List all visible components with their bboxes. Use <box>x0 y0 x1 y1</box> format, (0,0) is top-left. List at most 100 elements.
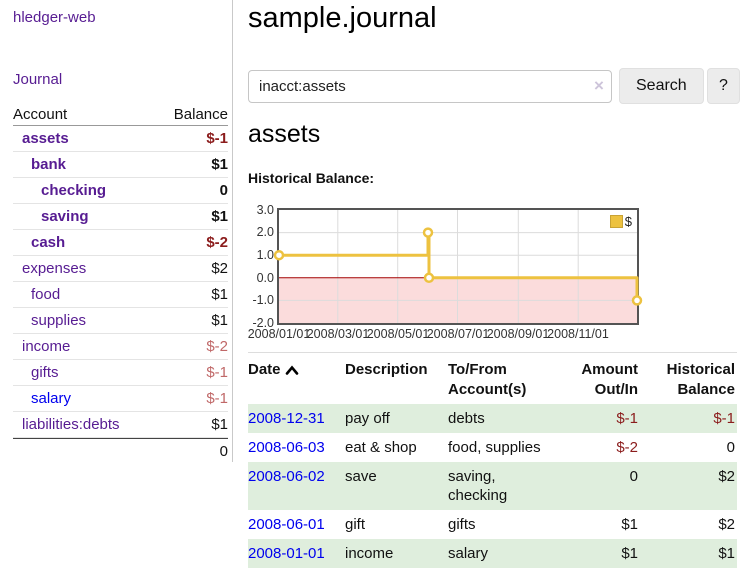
x-tick-label: 2008/01/01 <box>247 327 311 341</box>
sort-ascending-icon <box>285 361 299 381</box>
x-tick-label: 2008/03/01 <box>306 327 370 341</box>
transaction-date-link[interactable]: 2008-01-01 <box>248 545 325 562</box>
accounts-header-account: Account <box>13 106 68 123</box>
account-link-food[interactable]: food <box>31 286 61 303</box>
x-tick-label: 2008/07/01 <box>426 327 490 341</box>
transaction-description: income <box>345 545 394 562</box>
account-row: bank $1 <box>13 152 228 178</box>
transaction-balance: 0 <box>726 439 735 456</box>
header-balance: Historical Balance <box>640 352 737 404</box>
x-tick-label: 2008/11/01 <box>547 327 609 341</box>
search-input[interactable] <box>248 70 612 103</box>
page-title: sample.journal <box>248 2 437 34</box>
account-balance: $1 <box>211 416 228 433</box>
account-link-gifts[interactable]: gifts <box>31 364 59 381</box>
account-row: checking 0 <box>13 178 228 204</box>
account-balance: $2 <box>211 260 228 277</box>
account-balance: $-1 <box>206 390 228 407</box>
transaction-description: eat & shop <box>345 439 417 456</box>
transaction-accounts: gifts <box>448 516 476 533</box>
account-link-supplies[interactable]: supplies <box>31 312 87 329</box>
register-table: Date Description To/From Account(s) Amou… <box>248 352 737 568</box>
transaction-balance: $2 <box>718 516 735 533</box>
account-link-cash[interactable]: cash <box>31 234 66 251</box>
historical-balance-chart[interactable]: $ <box>273 208 643 325</box>
transaction-accounts: food, supplies <box>448 439 541 456</box>
transaction-description: gift <box>345 516 366 533</box>
accounts-total-row: 0 <box>13 438 228 463</box>
transaction-date-link[interactable]: 2008-06-02 <box>248 468 325 485</box>
transaction-description: pay off <box>345 410 390 427</box>
gridlines <box>279 210 637 323</box>
header-accounts: To/From Account(s) <box>448 352 560 404</box>
account-row: liabilities:debts $1 <box>13 412 228 438</box>
data-points <box>273 227 643 306</box>
transaction-amount: $1 <box>621 545 638 562</box>
register-row[interactable]: 2008-01-01 income salary $1 $1 <box>248 539 737 568</box>
transaction-accounts: saving, checking <box>448 468 508 504</box>
x-tick-label: 2008/09/01 <box>486 327 550 341</box>
chart-title: Historical Balance: <box>248 170 375 186</box>
chart-canvas <box>273 210 643 323</box>
sidebar: hledger-web Journal Account Balance asse… <box>0 0 233 462</box>
app-brand-link[interactable]: hledger-web <box>13 9 96 26</box>
header-date[interactable]: Date <box>248 352 345 404</box>
transaction-balance: $1 <box>718 545 735 562</box>
transaction-date-link[interactable]: 2008-12-31 <box>248 410 325 427</box>
legend-swatch <box>609 215 623 228</box>
transaction-description: save <box>345 468 377 485</box>
account-heading: assets <box>248 120 321 148</box>
account-balance: $-2 <box>206 234 228 251</box>
y-tick-label: -1.0 <box>252 293 274 307</box>
x-tick-label: 2008/05/01 <box>366 327 430 341</box>
transaction-date-link[interactable]: 2008-06-03 <box>248 439 325 456</box>
register-row[interactable]: 2008-06-03 eat & shop food, supplies $-2… <box>248 433 737 462</box>
search-button[interactable]: Search <box>619 68 704 104</box>
account-balance: $-2 <box>206 338 228 355</box>
y-tick-label: 2.0 <box>256 225 274 239</box>
account-link-checking[interactable]: checking <box>41 182 107 199</box>
transaction-amount: $-2 <box>616 439 638 456</box>
account-link-bank[interactable]: bank <box>31 156 67 173</box>
accounts-table-header: Account Balance <box>13 103 228 126</box>
transaction-date-link[interactable]: 2008-06-01 <box>248 516 325 533</box>
sidebar-item-journal[interactable]: Journal <box>13 71 63 88</box>
account-row: supplies $1 <box>13 308 228 334</box>
help-button[interactable]: ? <box>707 68 740 104</box>
accounts-total-value: 0 <box>219 442 228 460</box>
account-balance: $1 <box>211 156 228 173</box>
account-link-liabilities-debts[interactable]: liabilities:debts <box>22 416 120 433</box>
account-row: expenses $2 <box>13 256 228 282</box>
chart-legend: $ <box>607 213 634 230</box>
legend-label: $ <box>624 214 632 229</box>
account-balance: $-1 <box>206 364 228 381</box>
account-link-income[interactable]: income <box>22 338 71 355</box>
account-row: food $1 <box>13 282 228 308</box>
clear-search-icon[interactable]: × <box>594 76 604 95</box>
register-row[interactable]: 2008-06-01 gift gifts $1 $2 <box>248 510 737 539</box>
header-amount: Amount Out/In <box>560 352 640 404</box>
account-balance: 0 <box>219 182 228 199</box>
account-row: assets $-1 <box>13 126 228 152</box>
account-row: cash $-2 <box>13 230 228 256</box>
y-tick-label: 0.0 <box>256 271 274 285</box>
account-link-saving[interactable]: saving <box>41 208 89 225</box>
register-row[interactable]: 2008-06-02 save saving, checking 0 $2 <box>248 462 737 510</box>
accounts-header-balance: Balance <box>173 106 228 123</box>
account-balance: $1 <box>211 312 228 329</box>
account-balance: $-1 <box>206 130 228 147</box>
transaction-accounts: debts <box>448 410 485 427</box>
account-row: gifts $-1 <box>13 360 228 386</box>
transaction-amount: $-1 <box>616 410 638 427</box>
account-link-expenses[interactable]: expenses <box>22 260 87 277</box>
account-row: income $-2 <box>13 334 228 360</box>
account-link-assets[interactable]: assets <box>22 130 69 147</box>
register-row[interactable]: 2008-12-31 pay off debts $-1 $-1 <box>248 404 737 433</box>
account-link-salary[interactable]: salary <box>31 390 72 407</box>
account-balance: $1 <box>211 286 228 303</box>
transaction-accounts: salary <box>448 545 489 562</box>
header-description: Description <box>345 352 448 404</box>
main-content: sample.journal × Search ? assets Histori… <box>248 0 742 582</box>
y-tick-label: 3.0 <box>256 203 274 217</box>
y-tick-label: -2.0 <box>252 316 274 330</box>
